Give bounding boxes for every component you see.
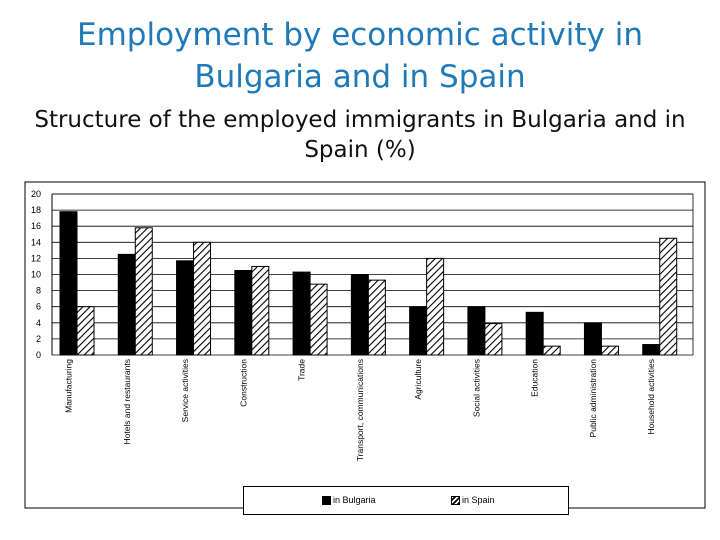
bar-spain-0	[76, 306, 95, 356]
y-tick-label: 14	[31, 237, 41, 247]
legend-item-bulgaria: in Bulgaria	[322, 495, 376, 505]
x-category-label: Service activities	[180, 359, 190, 422]
bar-spain-1	[134, 227, 153, 356]
bar-spain-2	[193, 241, 212, 356]
x-category-label: Hotels and restaurants	[122, 359, 132, 445]
y-tick-label: 10	[31, 270, 41, 280]
bar-bulgaria-2	[176, 260, 195, 356]
bar-bulgaria-5	[350, 274, 369, 356]
legend-swatch-bulgaria	[322, 495, 331, 505]
bar-spain-6	[426, 257, 445, 356]
bar-bulgaria-8	[525, 311, 544, 356]
x-category-label: Social activities	[471, 359, 481, 417]
bar-spain-9	[600, 345, 619, 356]
x-category-label: Education	[530, 359, 540, 397]
x-category-label: Manufacturing	[64, 359, 74, 413]
y-tick-label: 0	[36, 350, 41, 360]
x-category-label: Construction	[238, 359, 248, 407]
bar-bulgaria-7	[467, 306, 486, 356]
bar-spain-10	[659, 237, 678, 356]
bar-bulgaria-1	[117, 253, 136, 356]
y-tick-label: 16	[31, 221, 41, 231]
slide-title: Employment by economic activity in Bulga…	[77, 17, 643, 95]
y-tick-label: 6	[36, 302, 41, 312]
legend-swatch-spain	[451, 495, 460, 505]
x-category-label: Household activities	[646, 359, 656, 435]
x-category-label: Transport, communications	[355, 359, 365, 461]
bar-bulgaria-10	[642, 344, 661, 356]
bar-bulgaria-4	[292, 271, 311, 356]
bar-spain-5	[367, 279, 386, 356]
y-tick-label: 12	[31, 253, 41, 263]
slide-subtitle: Structure of the employed immigrants in …	[34, 107, 686, 163]
y-tick-label: 18	[31, 205, 41, 215]
legend-label-bulgaria: in Bulgaria	[333, 495, 376, 505]
chart-legend: in Bulgaria in Spain	[243, 486, 569, 515]
y-tick-label: 8	[36, 286, 41, 296]
bar-spain-3	[251, 265, 270, 356]
bar-spain-7	[484, 323, 503, 356]
y-tick-label: 20	[31, 189, 41, 199]
bar-spain-8	[542, 345, 561, 356]
x-category-label: Agriculture	[413, 359, 423, 400]
bar-spain-4	[309, 283, 328, 356]
bar-bulgaria-3	[234, 269, 253, 356]
x-category-label: Public administration	[588, 359, 598, 438]
y-tick-label: 4	[36, 318, 41, 328]
bar-bulgaria-0	[59, 211, 78, 356]
legend-label-spain: in Spain	[462, 495, 495, 505]
x-category-label: Trade	[297, 359, 307, 381]
bar-bulgaria-6	[409, 306, 428, 356]
legend-item-spain: in Spain	[451, 495, 495, 505]
bar-bulgaria-9	[583, 322, 602, 356]
y-tick-label: 2	[36, 334, 41, 344]
